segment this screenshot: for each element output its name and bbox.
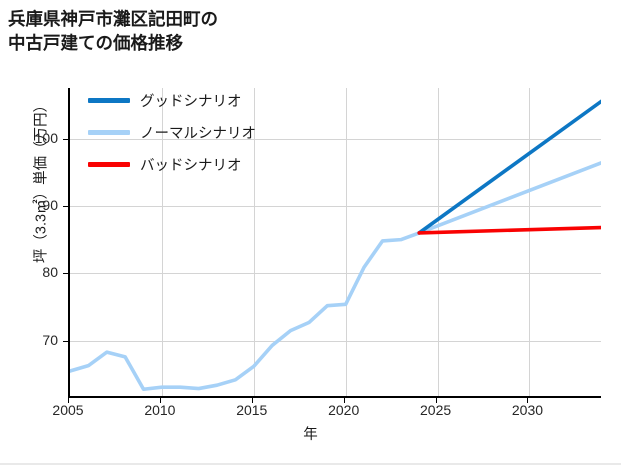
x-tick-label: 2025 <box>420 402 452 418</box>
x-tick-mark <box>527 398 529 403</box>
gridline-vertical <box>162 88 163 396</box>
y-tick-mark <box>63 273 68 275</box>
gridline-vertical <box>438 88 439 396</box>
y-tick-mark <box>63 138 68 140</box>
chart-legend: グッドシナリオ ノーマルシナリオ バッドシナリオ <box>88 90 256 175</box>
y-axis-title: 坪（3.3㎡）単価（万円） <box>33 97 50 264</box>
gridline-horizontal <box>70 273 601 274</box>
gridline-horizontal <box>70 139 601 140</box>
series-line <box>417 225 601 235</box>
x-tick-mark <box>159 398 161 403</box>
gridline-horizontal <box>70 206 601 207</box>
legend-item-good[interactable]: グッドシナリオ <box>88 90 256 111</box>
legend-item-bad[interactable]: バッドシナリオ <box>88 154 256 175</box>
y-tick-label: 70 <box>42 331 58 348</box>
gridline-vertical <box>346 88 347 396</box>
x-tick-label: 2020 <box>328 402 360 418</box>
gridline-horizontal <box>70 341 601 342</box>
x-tick-label: 2010 <box>144 402 176 418</box>
x-tick-mark <box>68 398 69 403</box>
x-tick-mark <box>435 398 437 403</box>
legend-swatch-bad <box>88 162 130 167</box>
y-tick-label: 100 <box>34 129 58 146</box>
legend-label-good: グッドシナリオ <box>140 94 242 110</box>
series-lines <box>70 99 601 392</box>
legend-item-normal[interactable]: ノーマルシナリオ <box>88 122 256 143</box>
gridline-vertical <box>254 88 255 396</box>
y-tick-label: 90 <box>42 196 58 213</box>
x-tick-mark <box>343 398 345 403</box>
y-tick-label: 80 <box>42 264 58 281</box>
y-tick-mark <box>63 340 68 342</box>
plot-area <box>68 88 601 398</box>
gridline-vertical <box>529 88 530 396</box>
legend-label-bad: バッドシナリオ <box>140 158 242 174</box>
x-axis-title: 年 <box>303 427 318 443</box>
legend-swatch-good <box>88 98 130 103</box>
y-tick-mark <box>63 205 68 207</box>
x-tick-label: 2015 <box>236 402 268 418</box>
x-tick-label: 2030 <box>511 402 544 418</box>
x-tick-mark <box>251 398 253 403</box>
x-tick-label: 2005 <box>52 402 84 418</box>
series-line <box>70 160 601 392</box>
series-line <box>417 99 601 235</box>
legend-label-normal: ノーマルシナリオ <box>140 126 256 142</box>
legend-swatch-normal <box>88 130 130 135</box>
chart-title: 兵庫県神戸市灘区記田町の 中古戸建ての価格推移 <box>8 9 218 53</box>
